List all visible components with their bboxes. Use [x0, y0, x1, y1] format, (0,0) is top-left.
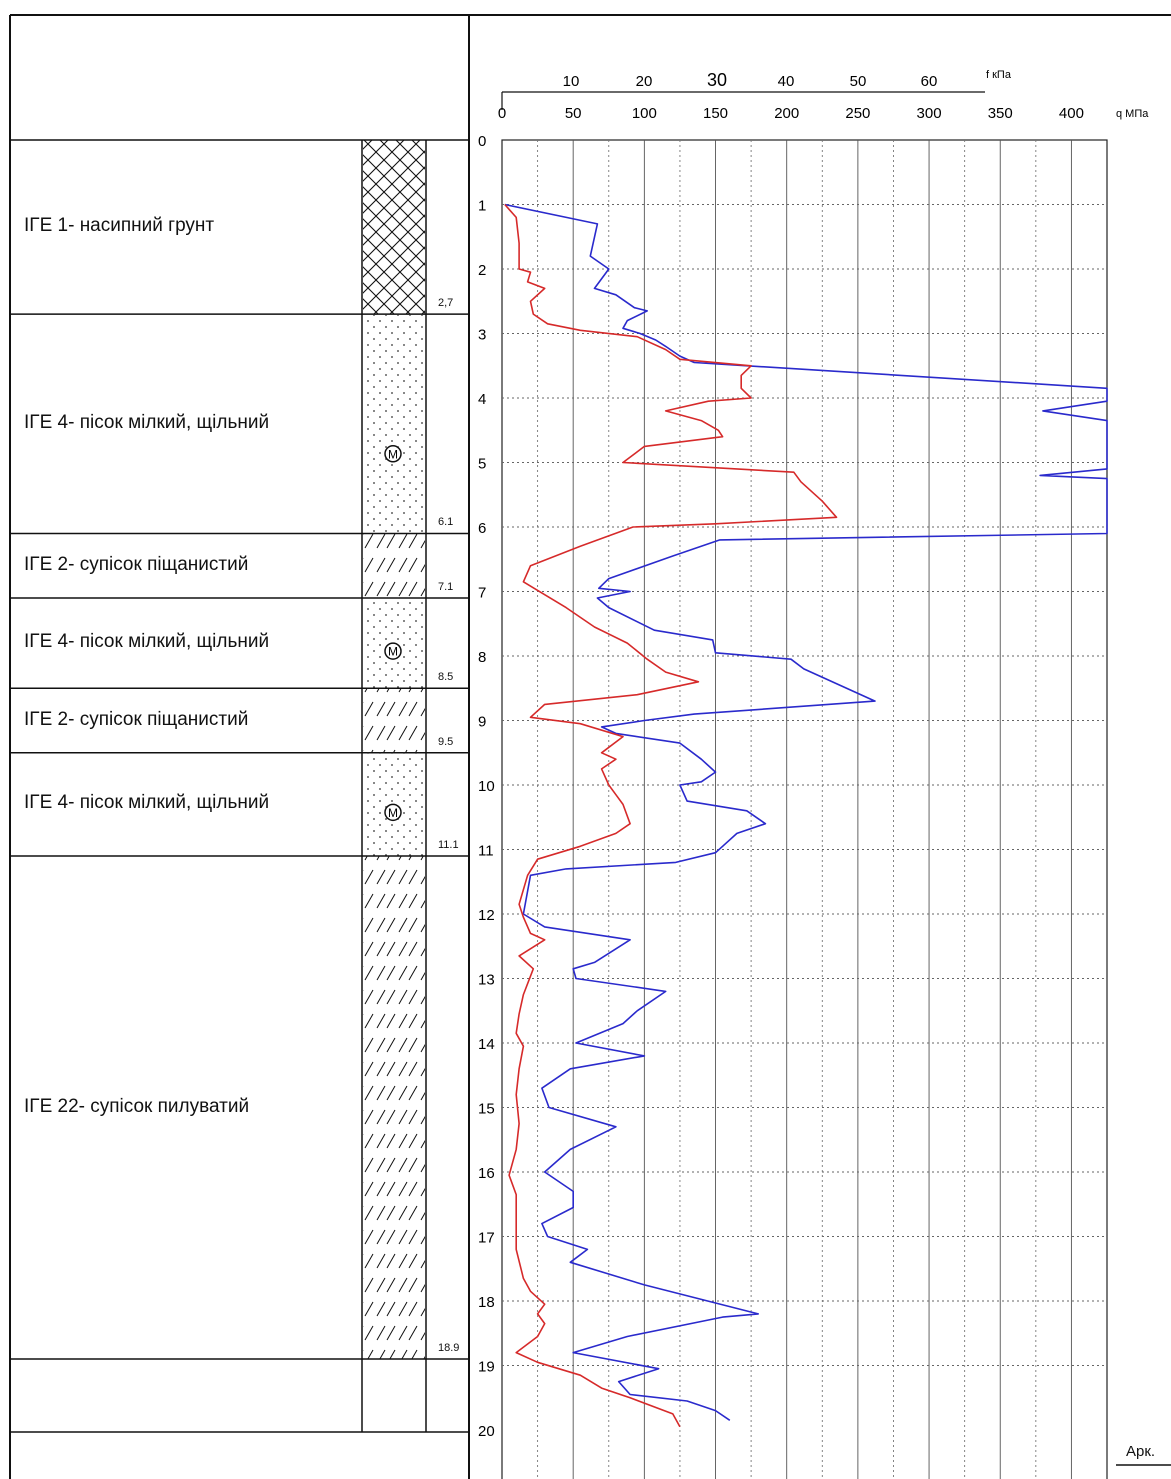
- q-tick-label: 150: [703, 105, 728, 122]
- depth-tick-label: 17: [478, 1230, 495, 1247]
- depth-tick-label: 14: [478, 1036, 495, 1053]
- layer-name: ІГЕ 2- супісок піщанистий: [24, 553, 249, 575]
- depth-tick-label: 5: [478, 456, 486, 473]
- lithology-column: [10, 140, 469, 1360]
- layer-bottom-depth: 18.9: [438, 1342, 460, 1355]
- depth-tick-label: 4: [478, 391, 486, 408]
- q-tick-label: 100: [632, 105, 657, 122]
- layer-pattern-crosshatch: [363, 140, 425, 315]
- q-tick-label: 300: [917, 105, 942, 122]
- layer-bottom-depth: 11.1: [438, 838, 459, 851]
- layer-name: ІГЕ 4- пісок мілкий, щільний: [24, 411, 270, 433]
- depth-tick-label: 20: [478, 1423, 495, 1440]
- layer-pattern-dots: [363, 314, 425, 534]
- layer-bottom-depth: 9.5: [438, 735, 454, 748]
- q-tick-label: 250: [845, 105, 870, 122]
- depth-tick-label: 7: [478, 585, 486, 602]
- soil-symbol-circle: [384, 642, 402, 660]
- layer-pattern-slashes: [363, 533, 425, 598]
- soil-symbol-icon: М: [384, 803, 402, 822]
- depth-tick-label: 3: [478, 327, 486, 344]
- plot-border: [501, 139, 1108, 1479]
- f-series-line: [504, 203, 838, 1428]
- depth-tick-label: 1: [478, 198, 486, 215]
- soil-symbol-icon: М: [384, 642, 402, 660]
- sheet-frame: [9, 14, 1171, 1479]
- soil-symbol-icon: М: [384, 445, 402, 463]
- soil-symbol-letter: М: [388, 806, 398, 820]
- f-unit-label: f кПа: [986, 69, 1012, 81]
- layer-bottom-depth: 2,7: [438, 297, 454, 310]
- q-tick-label: 200: [774, 105, 799, 122]
- q-series-line: [504, 203, 1108, 1421]
- depth-tick-label: 18: [478, 1294, 495, 1311]
- top-axes: 10 20 30 40 50 60 f кПа 0 50 100 150 200 250 300 350 40…: [498, 69, 1149, 122]
- q-tick-label: 50: [565, 105, 582, 122]
- depth-tick-label: 2: [478, 262, 486, 279]
- depth-tick-label: 8: [478, 649, 486, 666]
- depth-tick-label: 0: [478, 133, 486, 150]
- f-tick-label: 50: [850, 73, 867, 90]
- layer-bottom-depth: 7.1: [438, 580, 454, 593]
- depth-tick-label: 11: [478, 843, 494, 860]
- depth-tick-label: 15: [478, 1101, 495, 1118]
- q-tick-label: 400: [1059, 105, 1084, 122]
- layer-name: ІГЕ 2- супісок піщанистий: [24, 708, 249, 730]
- soil-symbol-letter: М: [388, 447, 398, 461]
- depth-tick-label: 9: [478, 714, 486, 731]
- layer-pattern-slashes: [363, 688, 425, 753]
- soil-symbol-circle: [384, 445, 402, 463]
- layer-name: ІГЕ 4- пісок мілкий, щільний: [24, 631, 270, 653]
- depth-tick-label: 13: [478, 972, 495, 989]
- q-unit-label: q МПа: [1116, 108, 1149, 120]
- f-tick-label: 60: [921, 73, 938, 90]
- depth-tick-label: 6: [478, 520, 486, 537]
- layer-name: ІГЕ 4- пісок мілкий, щільний: [24, 792, 270, 814]
- f-tick-label: 20: [636, 73, 653, 90]
- depth-tick-label: 16: [478, 1165, 495, 1182]
- layer-bottom-depth: 6.1: [438, 516, 454, 529]
- soil-symbol-letter: М: [388, 645, 398, 659]
- q-tick-label: 0: [498, 105, 506, 122]
- f-tick-label: 10: [563, 73, 580, 90]
- layer-name: ІГЕ 22- супісок пилуватий: [24, 1095, 250, 1117]
- depth-tick-label: 19: [478, 1359, 495, 1376]
- f-tick-label: 40: [778, 73, 795, 90]
- depth-tick-label: 12: [478, 907, 495, 924]
- soil-symbol-circle: [384, 803, 402, 822]
- layer-pattern-slashes: [363, 855, 425, 1360]
- layer-bottom-depth: 8.5: [438, 671, 454, 684]
- soil-symbols: М М М: [384, 445, 402, 822]
- q-tick-label: 350: [988, 105, 1013, 122]
- layer-name: ІГЕ 1- насипний грунт: [24, 215, 215, 237]
- chart-grid: [501, 139, 1108, 1479]
- chart-series: [504, 203, 1108, 1428]
- sheet-ref-label: Арк.: [1126, 1443, 1156, 1460]
- f-tick-label: 30: [707, 70, 727, 90]
- depth-tick-label: 10: [478, 778, 495, 795]
